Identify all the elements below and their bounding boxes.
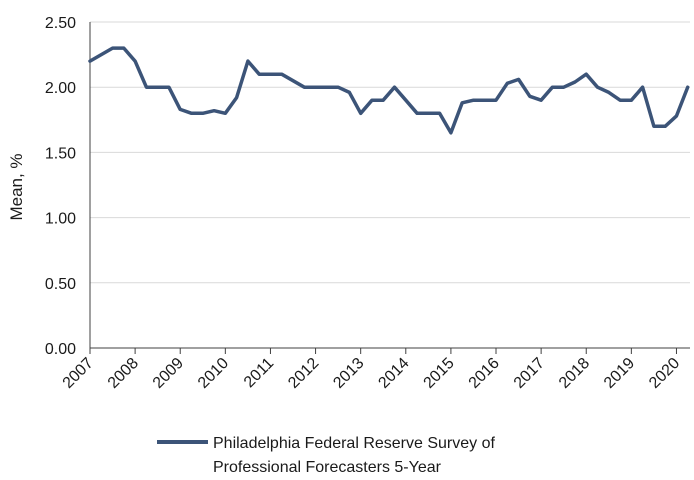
y-tick-label: 2.00 [45, 80, 76, 97]
y-axis-label: Mean, % [7, 153, 26, 220]
x-tick-label: 2009 [150, 355, 187, 392]
y-tick-label: 1.50 [45, 145, 76, 162]
x-tick-label: 2014 [375, 355, 412, 392]
x-tick-label: 2017 [511, 355, 548, 392]
legend-label-line-2: Professional Forecasters 5-Year [213, 459, 442, 476]
y-tick-label: 0.00 [45, 341, 76, 358]
y-tick-label: 2.50 [45, 15, 76, 32]
x-tick-label: 2008 [105, 355, 142, 392]
gridlines [90, 21, 690, 284]
x-tick-label: 2016 [466, 355, 503, 392]
series-lines [88, 46, 690, 135]
x-tick-label: 2010 [195, 355, 232, 392]
x-tick-label: 2019 [601, 355, 638, 392]
legend-label-line-1: Philadelphia Federal Reserve Survey of [213, 435, 495, 452]
axes [89, 22, 690, 354]
x-tick-labels: 2007 2008 2009 2010 2011 2012 2013 2014 2015 2016… [60, 355, 684, 392]
x-tick-label: 2018 [556, 355, 593, 392]
x-tick-label: 2012 [285, 355, 322, 392]
x-tick-label: 2015 [421, 355, 458, 392]
x-tick-label: 2011 [241, 355, 277, 391]
y-tick-labels: 0.00 0.50 1.00 1.50 2.00 2.50 [45, 15, 76, 358]
x-tick-label: 2007 [60, 355, 97, 392]
legend: Philadelphia Federal Reserve Survey of P… [157, 435, 495, 476]
x-tick-label: 2013 [330, 355, 367, 392]
y-tick-label: 0.50 [45, 276, 76, 293]
x-tick-label: 2020 [646, 355, 683, 392]
y-tick-label: 1.00 [45, 211, 76, 228]
series-line-0 [88, 46, 690, 135]
